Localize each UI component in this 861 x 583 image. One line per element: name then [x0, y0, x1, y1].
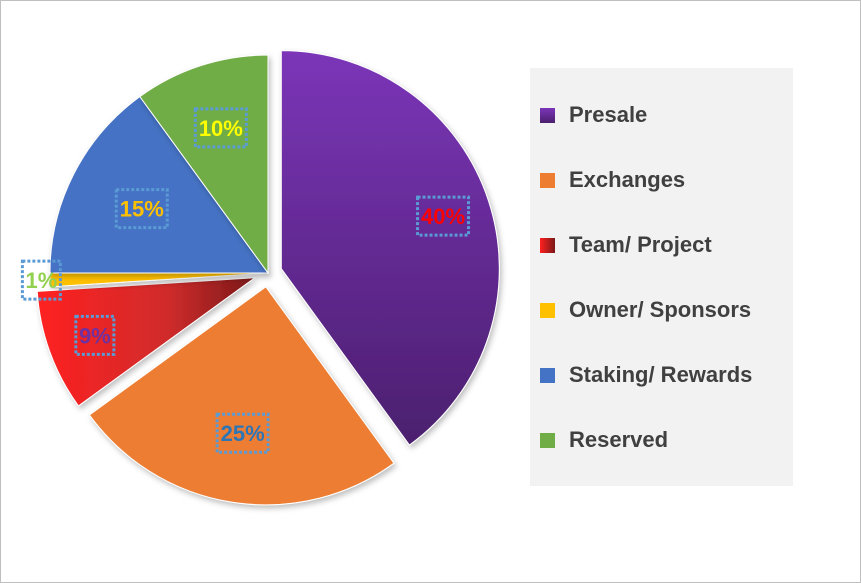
data-label-owner-sponsors: 1% [20, 259, 62, 301]
data-label-team-project: 9% [74, 314, 116, 356]
pie-slice-team-project [36, 277, 257, 407]
data-label-staking-rewards: 15% [114, 188, 169, 230]
data-label-text: 1% [25, 268, 57, 293]
legend-item-team-project: Team/ Project [540, 228, 712, 262]
data-label-box [215, 412, 270, 454]
legend-label: Staking/ Rewards [569, 362, 753, 387]
legend-swatch [540, 302, 555, 318]
data-label-text: 9% [79, 323, 111, 348]
legend-label: Presale [569, 102, 648, 127]
legend-swatch [540, 237, 555, 253]
data-label-text: 15% [120, 197, 164, 222]
pie-slice-presale [280, 50, 500, 446]
data-label-box [74, 314, 116, 356]
data-label-box [20, 259, 62, 301]
legend-swatch [540, 172, 555, 188]
legend-label: Team/ Project [569, 232, 712, 257]
legend-item-staking-rewards: Staking/ Rewards [540, 358, 752, 392]
data-label-text: 40% [421, 204, 465, 229]
data-label-box [193, 107, 248, 149]
data-label-text: 25% [221, 421, 265, 446]
legend-swatch [540, 432, 555, 448]
data-label-box [114, 188, 169, 230]
legend-swatch [540, 367, 555, 383]
legend-item-reserved: Reserved [540, 423, 668, 457]
legend: Presale Exchanges Team/ Project Owner/ Spon… [530, 68, 793, 486]
data-label-presale: 40% [416, 195, 471, 237]
legend-label: Exchanges [569, 167, 686, 192]
legend-label: Owner/ Sponsors [569, 297, 752, 322]
legend-item-exchanges: Exchanges [540, 163, 685, 197]
data-label-text: 10% [199, 116, 243, 141]
legend-item-owner-sponsors: Owner/ Sponsors [540, 293, 751, 327]
legend-item-presale: Presale [540, 98, 647, 132]
data-label-reserved: 10% [193, 107, 248, 149]
pie-slice-staking-rewards [49, 95, 269, 274]
legend-label: Reserved [569, 427, 669, 452]
data-label-exchanges: 25% [215, 412, 270, 454]
data-label-box [416, 195, 471, 237]
pie-slice-exchanges [88, 286, 395, 506]
legend-swatch [540, 107, 555, 123]
